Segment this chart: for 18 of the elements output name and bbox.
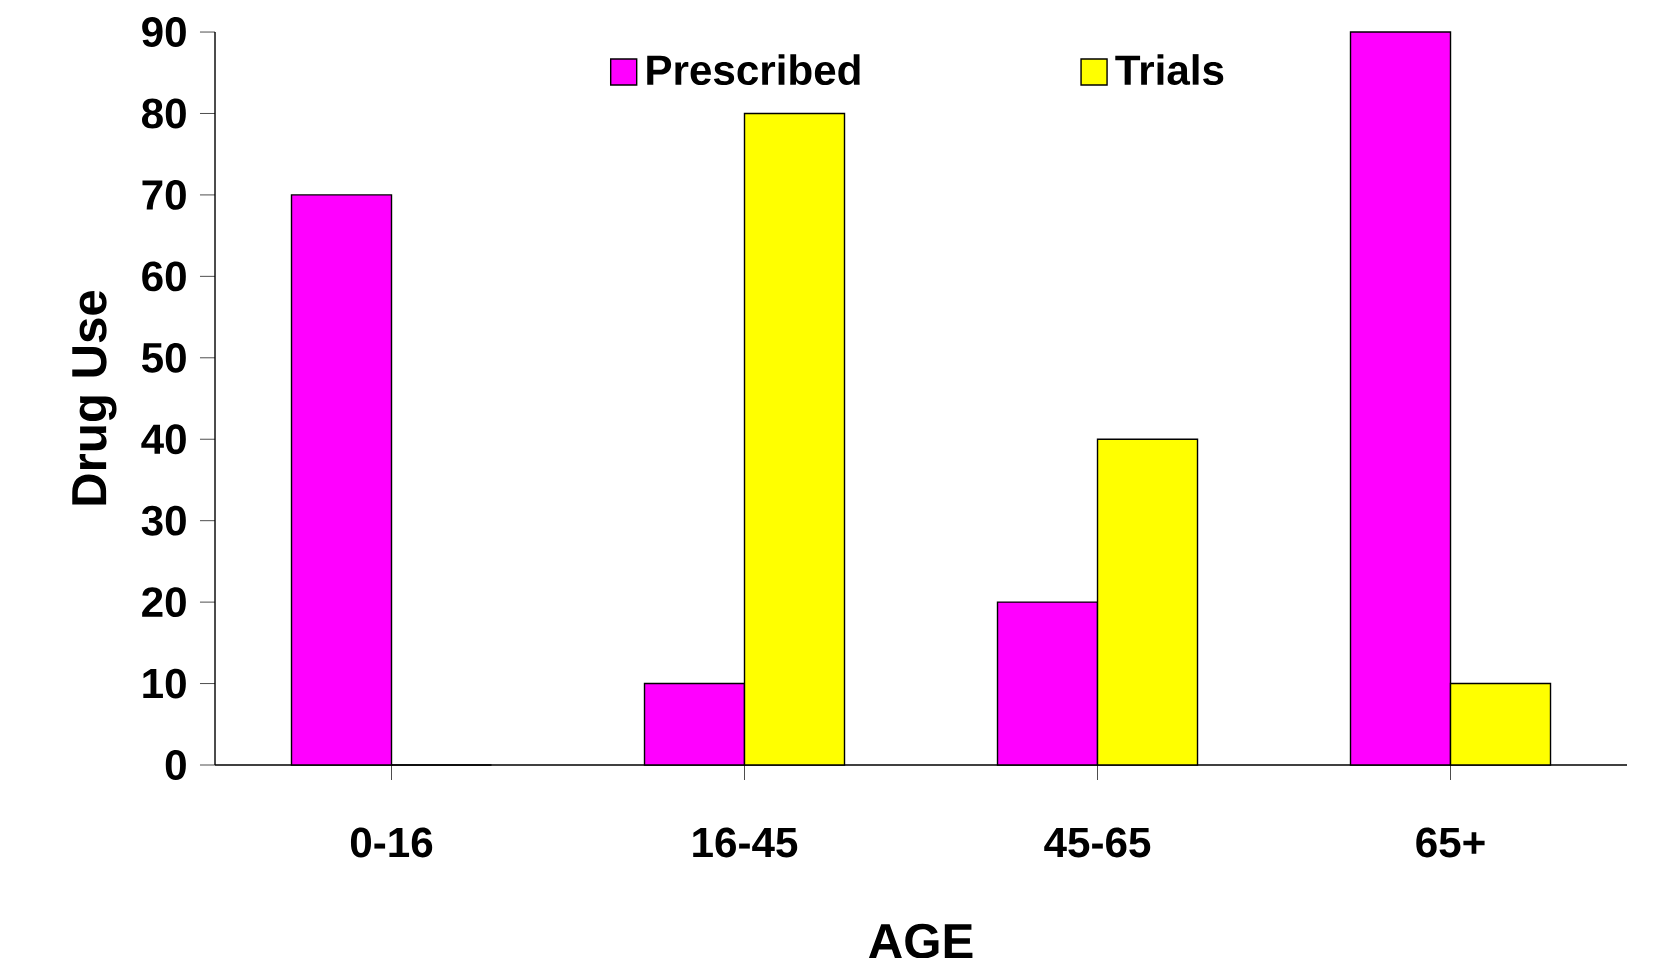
x-tick-label: 65+ (1416, 827, 1485, 858)
y-tick-label: 50 (142, 342, 186, 373)
legend-label: Prescribed (647, 54, 860, 86)
x-tick-label: 16-45 (693, 827, 798, 858)
x-tick-label: 45-65 (1044, 827, 1151, 858)
y-tick-label: 90 (142, 17, 186, 47)
y-axis-title: Drug Use (72, 290, 117, 505)
y-tick-label: 40 (141, 424, 186, 455)
x-axis-title: AGE (868, 923, 973, 958)
y-tick-label: 10 (143, 668, 186, 699)
y-tick-label: 20 (142, 587, 186, 618)
y-tick-label: 70 (142, 180, 186, 210)
y-tick-label: 80 (142, 98, 186, 129)
y-tick-label: 60 (142, 261, 186, 292)
y-tick-label: 0 (165, 750, 186, 780)
x-tick-label: 0-16 (350, 827, 433, 858)
legend-label: Trials (1115, 54, 1224, 86)
y-tick-label: 30 (141, 505, 186, 536)
